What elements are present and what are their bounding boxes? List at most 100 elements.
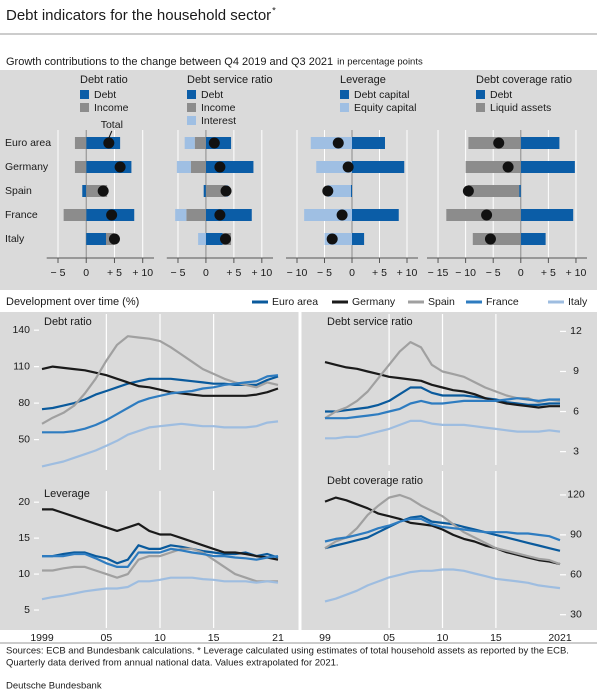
- bar-segment: [327, 185, 351, 197]
- bar-segment: [82, 185, 87, 197]
- bar-segment: [520, 137, 560, 149]
- x-tick-label: + 5: [226, 267, 241, 279]
- total-dot: [502, 161, 514, 173]
- bar-segment: [352, 137, 385, 149]
- line-series: [324, 493, 561, 566]
- legend-label: Italy: [568, 296, 588, 308]
- category-label: Germany: [5, 161, 49, 173]
- y-tick-label: 6: [573, 405, 579, 417]
- x-tick-label: − 15: [428, 267, 449, 279]
- bar-segment: [86, 233, 106, 245]
- x-tick-label: 05: [101, 632, 113, 644]
- line-series: [325, 397, 560, 420]
- legend-swatch: [80, 103, 89, 112]
- bar-segment: [519, 185, 521, 197]
- legend-label: Debt: [94, 89, 116, 101]
- line-series: [42, 374, 279, 434]
- total-dot: [214, 209, 226, 221]
- category-label: France: [5, 209, 38, 221]
- y-tick-label: 9: [573, 365, 579, 377]
- y-tick-label: 30: [570, 608, 582, 620]
- x-tick-label: 0: [518, 267, 524, 279]
- y-tick-label: 20: [18, 496, 30, 508]
- bar-segment: [467, 185, 520, 197]
- bar-segment: [205, 209, 252, 221]
- legend-swatch: [80, 90, 89, 99]
- legend-label: Debt: [201, 89, 223, 101]
- total-dot: [220, 185, 232, 197]
- bar-segment: [520, 161, 575, 173]
- x-tick-label: 0: [83, 267, 89, 279]
- total-dot: [493, 137, 505, 149]
- x-tick-label: − 10: [455, 267, 476, 279]
- legend-swatch: [187, 116, 196, 125]
- x-tick-label: − 10: [287, 267, 308, 279]
- total-dot: [332, 137, 344, 149]
- bar-segment: [203, 185, 206, 197]
- line-series: [324, 361, 560, 409]
- title-note: *: [272, 6, 276, 17]
- legend-title: Debt service ratio: [187, 74, 273, 86]
- x-tick-label: 15: [208, 632, 220, 644]
- bar-segment: [175, 209, 187, 221]
- total-dot: [326, 233, 338, 245]
- y-tick-label: 5: [24, 604, 30, 616]
- section-title: Development over time (%): [6, 296, 139, 308]
- bar-segment: [520, 209, 574, 221]
- y-tick-label: 15: [18, 532, 30, 544]
- total-dot: [103, 137, 115, 149]
- total-dot: [214, 161, 226, 173]
- category-label: Spain: [5, 185, 32, 197]
- y-tick-label: 50: [18, 433, 30, 445]
- bar-segment: [350, 185, 352, 197]
- y-tick-label: 110: [13, 360, 30, 372]
- legend-swatch: [476, 90, 485, 99]
- bar-segment: [205, 185, 226, 197]
- panel-title: Debt coverage ratio: [327, 475, 423, 487]
- x-tick-label: − 5: [51, 267, 66, 279]
- x-tick-label: − 5: [486, 267, 501, 279]
- legend-label: France: [486, 296, 519, 308]
- bar-segment: [176, 161, 191, 173]
- title: Debt indicators for the household sector: [6, 7, 271, 24]
- x-tick-label: 0: [203, 267, 209, 279]
- line-series: [41, 576, 279, 601]
- x-tick-label: + 5: [372, 267, 387, 279]
- y-tick-label: 90: [570, 529, 582, 541]
- bar-segment: [186, 209, 206, 221]
- bar-segment: [310, 137, 352, 149]
- legend-swatch: [476, 103, 485, 112]
- total-dot: [336, 209, 348, 221]
- x-tick-label: − 5: [317, 267, 332, 279]
- x-tick-label: 15: [490, 632, 502, 644]
- y-tick-label: 80: [18, 397, 30, 409]
- bar-segment: [352, 209, 399, 221]
- annotation-line: [108, 130, 113, 139]
- x-tick-label: 0: [349, 267, 355, 279]
- category-label: Italy: [5, 233, 25, 245]
- legend-label: Debt: [490, 89, 512, 101]
- total-dot: [97, 185, 109, 197]
- x-tick-label: 1999: [30, 632, 54, 644]
- legend-label: Income: [94, 102, 129, 114]
- bar-segment: [472, 233, 521, 245]
- x-tick-label: 10: [437, 632, 449, 644]
- total-dot: [108, 233, 120, 245]
- total-dot: [208, 137, 220, 149]
- line-series: [324, 515, 561, 552]
- x-tick-label: 10: [154, 632, 166, 644]
- bar-segment: [352, 233, 365, 245]
- panel-title: Debt service ratio: [327, 316, 413, 328]
- legend-swatch: [340, 90, 349, 99]
- line-series: [42, 547, 278, 583]
- x-tick-label: 2021: [548, 632, 572, 644]
- legend-swatch: [187, 103, 196, 112]
- x-tick-label: + 10: [566, 267, 587, 279]
- total-dot: [106, 209, 118, 221]
- legend-label: Debt capital: [354, 89, 409, 101]
- section-unit: in percentage points: [337, 57, 423, 68]
- line-series: [324, 568, 561, 603]
- y-tick-label: 12: [570, 325, 582, 337]
- legend-label: Income: [201, 102, 236, 114]
